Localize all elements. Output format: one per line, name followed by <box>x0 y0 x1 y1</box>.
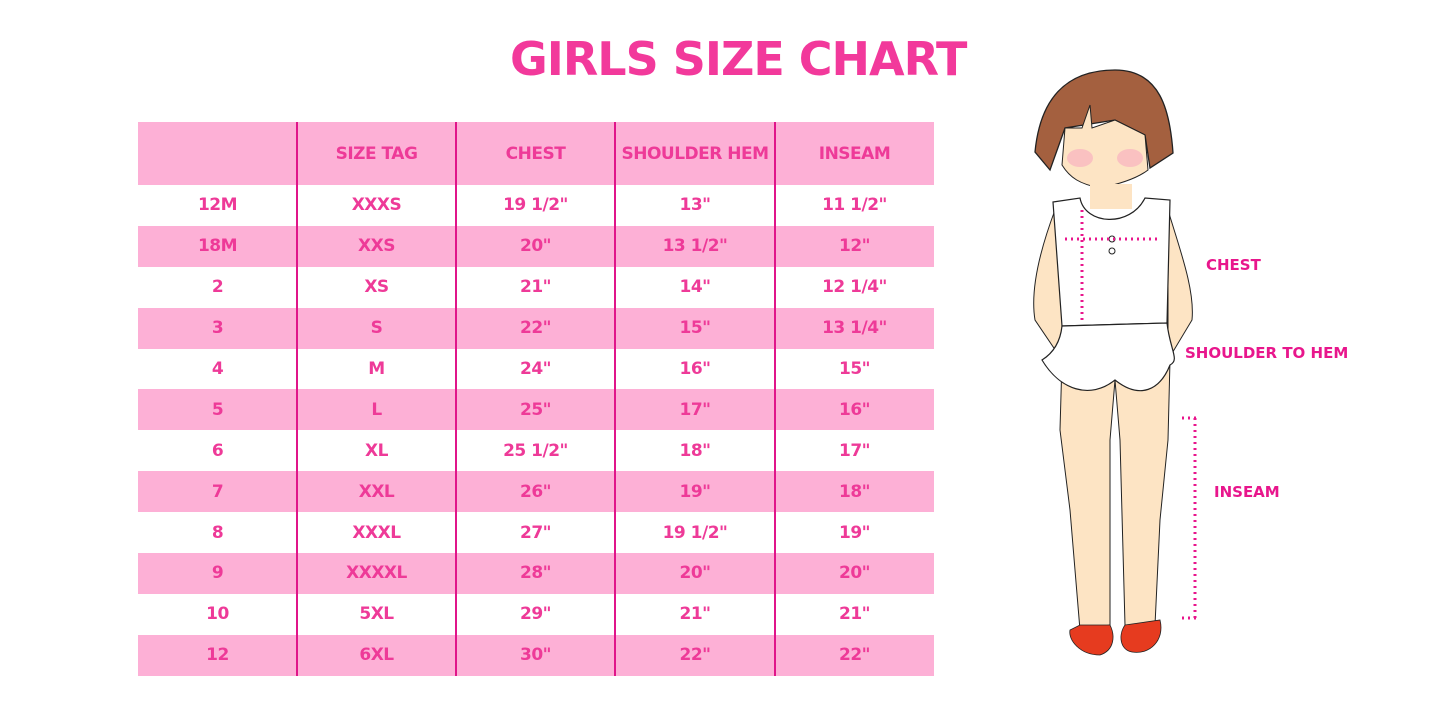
column-divider <box>455 122 457 676</box>
table-cell: 28" <box>519 563 552 584</box>
table-cell: 8 <box>211 522 224 543</box>
table-cell: 6XL <box>359 645 394 666</box>
table-cell: XXS <box>358 236 395 257</box>
page-title: GIRLS SIZE CHART <box>510 32 967 86</box>
table-header-row: SIZE TAG CHEST SHOULDER HEM INSEAM <box>138 122 934 185</box>
table-cell: 13 1/2" <box>662 236 728 257</box>
table-cell: 12M <box>197 195 238 216</box>
table-row: 8 XXXL 27" 19 1/2" 19" <box>138 512 934 553</box>
table-cell: XXL <box>358 481 395 502</box>
table-cell: XXXS <box>351 195 402 216</box>
column-divider <box>774 122 776 676</box>
table-cell: 4 <box>211 359 224 379</box>
table-cell: 3 <box>211 318 224 339</box>
table-cell: XL <box>365 440 388 461</box>
girl-measurement-illustration <box>1033 69 1200 656</box>
table-cell: 13" <box>679 195 711 216</box>
table-row: 5 L 25" 17" 16" <box>138 389 934 431</box>
table-cell: 6 <box>211 440 224 461</box>
table-cell: 5XL <box>359 604 394 625</box>
table-cell: 13 1/4" <box>822 318 887 339</box>
chest-label: CHEST <box>1206 256 1261 274</box>
table-cell: 18" <box>838 481 871 502</box>
table-cell: 25" <box>519 399 552 420</box>
table-cell: 22" <box>679 645 711 666</box>
table-cell: 14" <box>679 277 711 298</box>
column-header: INSEAM <box>818 143 891 164</box>
table-cell: 5 <box>211 399 224 420</box>
table-cell: 12 <box>206 645 229 666</box>
table-cell: 19" <box>838 522 871 543</box>
table-cell: M <box>368 359 385 379</box>
inseam-label: INSEAM <box>1214 483 1280 501</box>
table-cell: L <box>371 399 382 420</box>
size-table: SIZE TAG CHEST SHOULDER HEM INSEAM 12M XXXS 19… <box>138 122 934 676</box>
table-cell: 25 1/2" <box>503 440 568 461</box>
column-divider <box>296 122 298 676</box>
table-cell: 20" <box>519 236 552 257</box>
table-row: 3 S 22" 15" 13 1/4" <box>138 307 934 349</box>
table-cell: 29" <box>519 604 552 625</box>
table-row: 6 XL 25 1/2" 18" 17" <box>138 430 934 471</box>
column-divider <box>614 122 616 676</box>
table-cell: 11 1/2" <box>822 195 887 216</box>
table-row: 10 5XL 29" 21" 21" <box>138 594 934 635</box>
table-cell: 24" <box>519 359 552 379</box>
table-cell: 10 <box>206 604 229 625</box>
table-row: 7 XXL 26" 19" 18" <box>138 471 934 513</box>
table-cell: 26" <box>519 481 552 502</box>
table-cell: 19 1/2" <box>662 522 728 543</box>
table-cell: 16" <box>679 359 711 379</box>
table-row: 9 XXXXL 28" 20" 20" <box>138 553 934 594</box>
table-cell: XXXXL <box>346 563 407 584</box>
table-row: 12M XXXS 19 1/2" 13" 11 1/2" <box>138 185 934 226</box>
table-cell: 16" <box>838 399 871 420</box>
column-header: SIZE TAG <box>335 143 418 164</box>
table-cell: 21" <box>838 604 871 625</box>
table-cell: 21" <box>519 277 552 298</box>
table-cell: 22" <box>519 318 552 339</box>
table-cell: 19 1/2" <box>503 195 568 216</box>
table-cell: XS <box>364 277 389 298</box>
table-cell: 22" <box>838 645 871 666</box>
table-cell: 15" <box>679 318 711 339</box>
table-cell: 7 <box>211 481 224 502</box>
table-cell: 12" <box>838 236 871 257</box>
table-row: 12 6XL 30" 22" 22" <box>138 634 934 676</box>
table-cell: 19" <box>679 481 711 502</box>
column-header: SHOULDER HEM <box>621 143 769 164</box>
column-header: CHEST <box>505 143 566 164</box>
table-cell: 18" <box>679 440 711 461</box>
table-cell: S <box>370 318 383 339</box>
table-cell: XXXL <box>352 522 401 543</box>
table-cell: 20" <box>679 563 711 584</box>
table-cell: 9 <box>211 563 224 584</box>
table-cell: 21" <box>679 604 711 625</box>
table-cell: 18M <box>197 236 238 257</box>
table-row: 18M XXS 20" 13 1/2" 12" <box>138 225 934 267</box>
shoulder-to-hem-label: SHOULDER TO HEM <box>1185 344 1349 362</box>
table-row: 2 XS 21" 14" 12 1/4" <box>138 267 934 308</box>
table-cell: 27" <box>519 522 552 543</box>
table-cell: 2 <box>211 277 224 298</box>
table-cell: 15" <box>838 359 871 379</box>
table-cell: 17" <box>838 440 871 461</box>
table-cell: 30" <box>519 645 552 666</box>
table-row: 4 M 24" 16" 15" <box>138 349 934 390</box>
table-cell: 12 1/4" <box>822 277 887 298</box>
table-cell: 20" <box>838 563 871 584</box>
table-cell: 17" <box>679 399 711 420</box>
